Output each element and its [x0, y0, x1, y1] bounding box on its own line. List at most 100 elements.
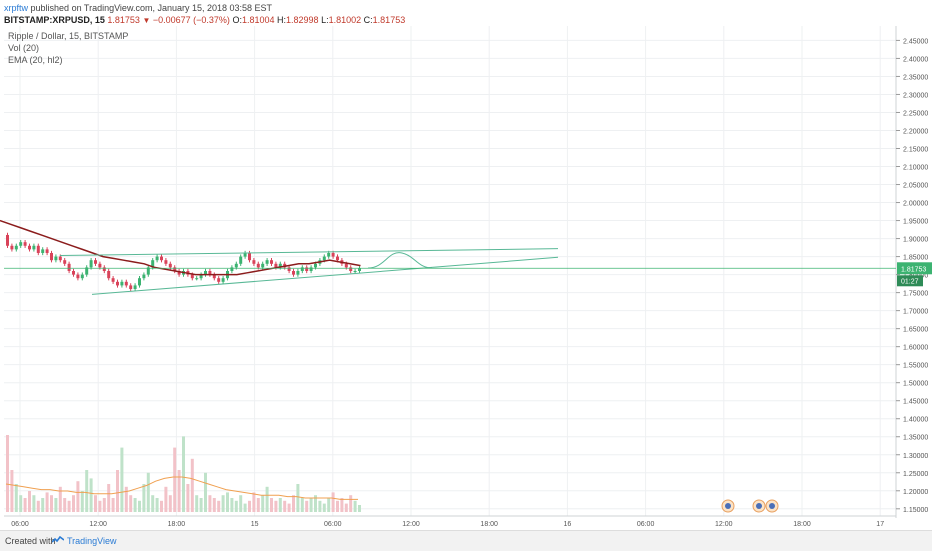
x-tick-label: 06:00 [11, 521, 29, 528]
candle-body [221, 278, 225, 282]
y-tick-label: 1.65000 [903, 327, 928, 334]
candle-body [107, 271, 111, 279]
low-label: L: [321, 15, 329, 25]
candle-body [252, 260, 256, 264]
candle-body [28, 245, 31, 250]
candle-body [58, 256, 62, 261]
y-tick-label: 1.35000 [903, 435, 928, 442]
volume-bar [287, 503, 291, 512]
down-arrow-icon: ▼ [142, 16, 151, 25]
y-tick-label: 1.50000 [903, 381, 928, 388]
volume-bar [19, 495, 23, 512]
y-tick-label: 2.05000 [903, 183, 928, 190]
volume-bar [243, 503, 247, 512]
created-with-text: Created with [5, 536, 56, 546]
x-tick-label: 15 [251, 521, 259, 528]
volume-bar [186, 484, 190, 512]
volume-bar [336, 500, 339, 512]
volume-bar [102, 498, 106, 512]
projection-curve [367, 252, 433, 269]
volume-ma-line [5, 476, 358, 500]
candle-body [98, 263, 102, 268]
volume-bar [340, 498, 344, 512]
author-link[interactable]: xrpftw [4, 3, 29, 13]
volume-bar [155, 498, 159, 512]
volume-bar [41, 498, 45, 512]
candle-body [336, 256, 339, 261]
candle-body [278, 263, 282, 268]
close-label: C: [363, 15, 373, 25]
volume-bar [94, 495, 97, 512]
volume-bar [314, 495, 317, 512]
legend-volume: Vol (20) [8, 43, 40, 53]
volume-bar [248, 500, 251, 512]
price-chart[interactable]: 2.45000 2.40000 2.35000 2.30000 2.25000 2.200… [0, 0, 932, 530]
volume-bar [67, 500, 71, 512]
volume-bar [146, 472, 150, 512]
y-tick-label: 1.30000 [903, 453, 928, 460]
candle-body [208, 271, 212, 275]
candle-body [358, 268, 361, 271]
y-tick-label: 2.15000 [903, 147, 928, 154]
volume-bar [151, 495, 155, 512]
volume-bar [173, 447, 177, 512]
candle-body [287, 267, 291, 271]
tradingview-logo-icon [52, 536, 64, 543]
volume-bar [331, 492, 335, 512]
volume-bar [305, 500, 309, 512]
event-flag-dot [769, 503, 775, 509]
x-tick-label: 17 [876, 521, 884, 528]
volume-bar [10, 470, 14, 512]
volume-bar [256, 498, 260, 512]
candle-body [10, 245, 14, 250]
volume-bar [138, 500, 141, 512]
y-tick-label: 2.30000 [903, 92, 928, 99]
volume-bar [142, 484, 146, 512]
countdown-tag [897, 275, 923, 287]
y-tick-label: 1.25000 [903, 471, 928, 478]
volume-bar [23, 498, 27, 512]
candle-body [217, 278, 221, 282]
y-tick-label: 2.10000 [903, 165, 928, 172]
volume-bar [168, 495, 172, 512]
candle-body [190, 274, 194, 279]
y-tick-label: 1.45000 [903, 399, 928, 406]
x-tick-label: 06:00 [324, 521, 342, 528]
y-tick-label: 2.35000 [903, 74, 928, 81]
volume-bar [160, 500, 163, 512]
candle-body [45, 249, 49, 253]
candle-body [322, 256, 326, 261]
tradingview-brand-link[interactable]: TradingView [67, 536, 117, 546]
candle-body [111, 278, 115, 282]
y-tick-label: 1.15000 [903, 507, 928, 514]
high-label: H: [277, 15, 287, 25]
volume-bar [309, 498, 313, 512]
y-tick-label: 1.90000 [903, 237, 928, 244]
volume-bar [252, 492, 256, 512]
y-tick-label: 2.45000 [903, 38, 928, 45]
y-tick-label: 1.60000 [903, 345, 928, 352]
candle-body [261, 263, 265, 268]
legend-series: Ripple / Dollar, 15, BITSTAMP [8, 31, 129, 41]
volume-bar [344, 503, 348, 512]
candle-body [309, 267, 313, 271]
volume-bar [217, 500, 221, 512]
candle-body [265, 260, 269, 264]
y-tick-label: 1.55000 [903, 363, 928, 370]
event-flag-dot [725, 503, 731, 509]
candle-body [212, 274, 216, 279]
volume-bar [292, 495, 295, 512]
candle-body [349, 267, 353, 271]
ema-line [0, 219, 361, 276]
volume-bar [98, 500, 102, 512]
volume-bar [300, 498, 304, 512]
volume-bar [296, 484, 300, 512]
candle-body [120, 281, 124, 286]
event-flag-dot [756, 503, 762, 509]
volume-bar [274, 500, 278, 512]
y-tick-label: 2.20000 [903, 128, 928, 135]
candle-body [89, 260, 93, 268]
candle-body [151, 260, 155, 268]
candle-body [94, 260, 97, 264]
volume-bar [63, 498, 67, 512]
